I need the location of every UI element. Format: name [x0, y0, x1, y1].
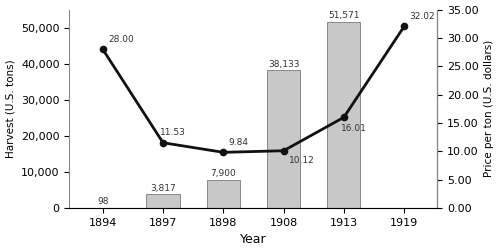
X-axis label: Year: Year	[240, 233, 267, 246]
Text: 11.53: 11.53	[160, 128, 186, 137]
Text: 38,133: 38,133	[268, 60, 300, 69]
Text: 16.01: 16.01	[341, 123, 367, 133]
Text: 3,817: 3,817	[150, 184, 176, 193]
Bar	[328, 22, 360, 208]
Y-axis label: Harvest (U.S. tons): Harvest (U.S. tons)	[6, 59, 16, 158]
Y-axis label: Price per ton (U.S. dollars): Price per ton (U.S. dollars)	[484, 40, 494, 177]
Text: 10.12: 10.12	[289, 156, 315, 165]
Bar	[146, 194, 180, 208]
Text: 51,571: 51,571	[328, 12, 360, 20]
Text: 28.00: 28.00	[108, 35, 134, 44]
Bar	[267, 71, 300, 208]
Text: 32.02: 32.02	[410, 12, 436, 21]
Text: 7,900: 7,900	[210, 169, 236, 178]
Text: 98: 98	[97, 197, 108, 206]
Text: 9.84: 9.84	[229, 138, 249, 147]
Bar	[206, 180, 240, 208]
